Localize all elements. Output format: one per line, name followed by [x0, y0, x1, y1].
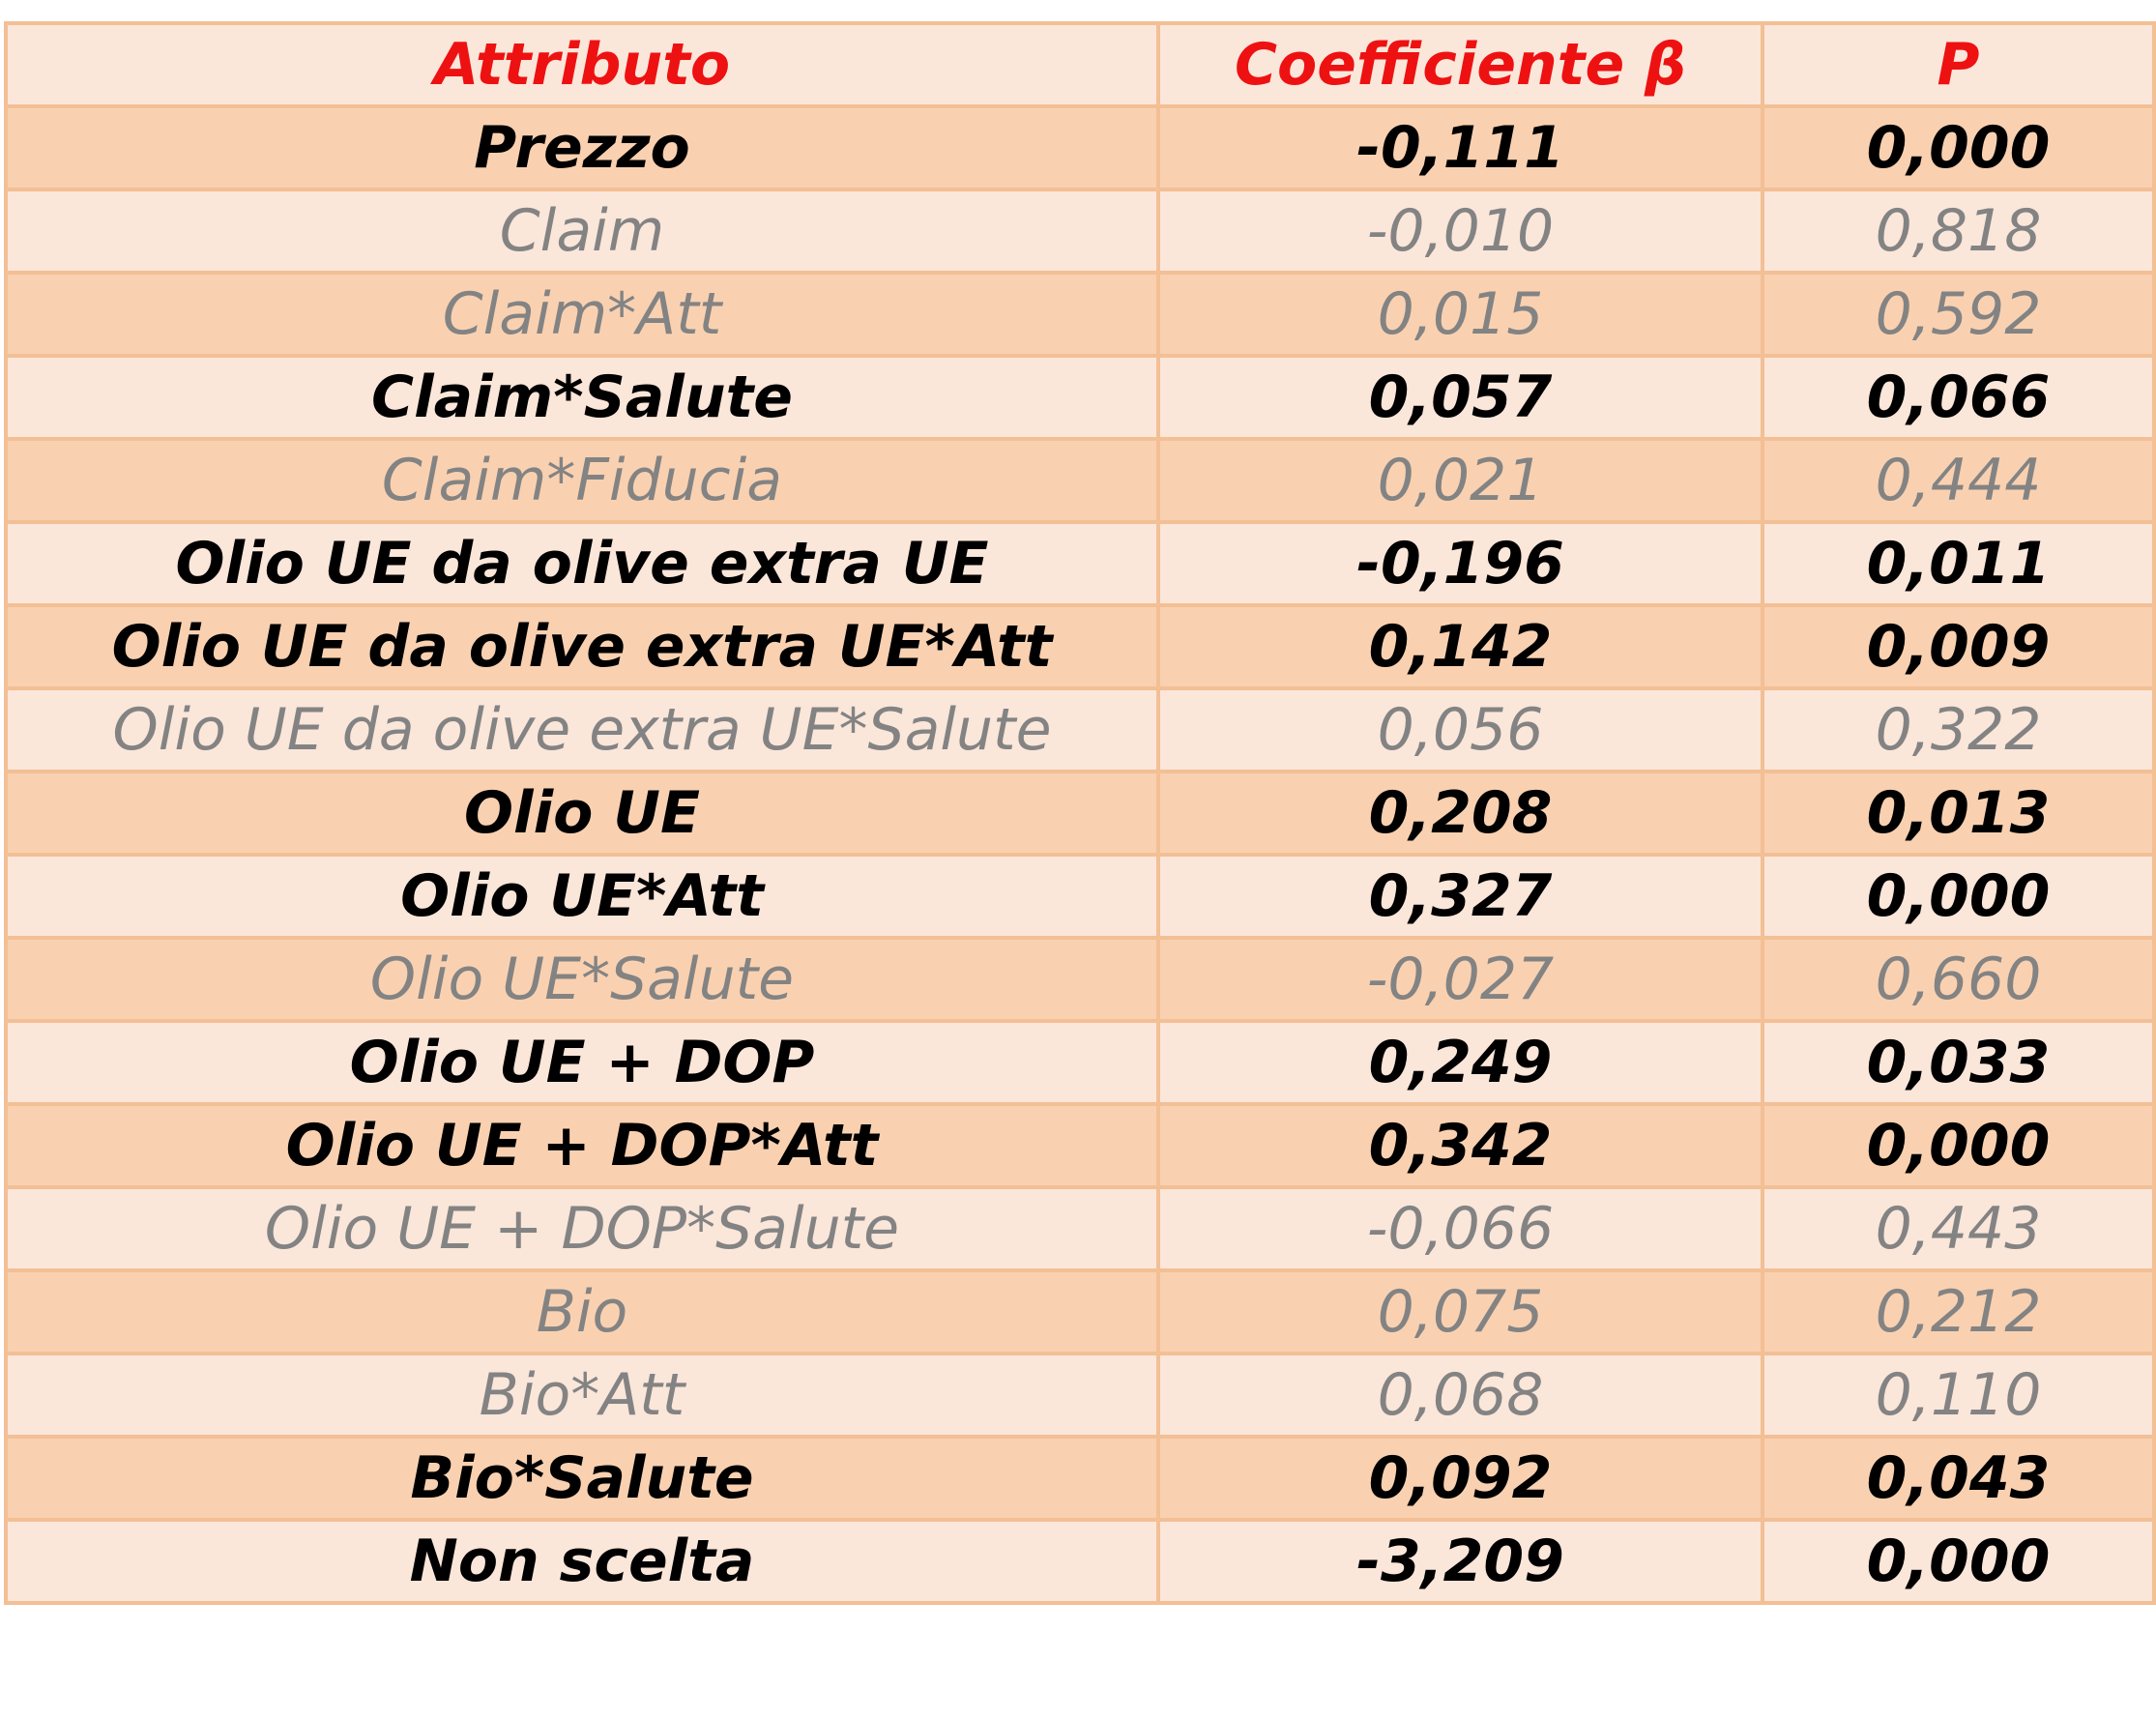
- table-row: Non scelta -3,209 0,000: [4, 1518, 2156, 1605]
- coefficient-cell: 0,249: [1156, 1019, 1764, 1106]
- attribute-cell: Olio UE da olive extra UE: [4, 520, 1160, 607]
- coefficient-cell: 0,056: [1156, 686, 1764, 773]
- table-row: Olio UE 0,208 0,013: [4, 770, 2156, 857]
- coefficient-cell: 0,068: [1156, 1352, 1764, 1439]
- attribute-cell: Olio UE da olive extra UE*Salute: [4, 686, 1160, 773]
- attribute-cell: Bio*Salute: [4, 1435, 1160, 1522]
- table-row: Claim*Salute 0,057 0,066: [4, 354, 2156, 441]
- p-value-cell: 0,444: [1761, 437, 2156, 524]
- attribute-cell: Olio UE*Att: [4, 853, 1160, 940]
- p-value-cell: 0,592: [1761, 271, 2156, 358]
- table-row: Olio UE da olive extra UE -0,196 0,011: [4, 520, 2156, 607]
- table-row: Olio UE*Salute -0,027 0,660: [4, 936, 2156, 1023]
- coefficient-cell: 0,208: [1156, 770, 1764, 857]
- coefficient-cell: 0,021: [1156, 437, 1764, 524]
- attribute-cell: Olio UE: [4, 770, 1160, 857]
- coefficient-cell: 0,057: [1156, 354, 1764, 441]
- coefficient-cell: 0,092: [1156, 1435, 1764, 1522]
- p-value-cell: 0,043: [1761, 1435, 2156, 1522]
- p-value-cell: 0,818: [1761, 188, 2156, 275]
- p-value-cell: 0,212: [1761, 1268, 2156, 1355]
- table-row: Olio UE + DOP*Salute -0,066 0,443: [4, 1185, 2156, 1272]
- table-row: Claim -0,010 0,818: [4, 188, 2156, 275]
- attribute-cell: Claim*Salute: [4, 354, 1160, 441]
- coefficient-table: Attributo Coefficiente β P Prezzo -0,111 0…: [4, 21, 2156, 1605]
- coefficient-cell: 0,327: [1156, 853, 1764, 940]
- coefficient-cell: 0,342: [1156, 1102, 1764, 1189]
- coefficient-cell: 0,015: [1156, 271, 1764, 358]
- attribute-cell: Claim*Att: [4, 271, 1160, 358]
- coefficient-cell: -0,066: [1156, 1185, 1764, 1272]
- attribute-cell: Claim: [4, 188, 1160, 275]
- coefficient-cell: -0,027: [1156, 936, 1764, 1023]
- table-row: Claim*Fiducia 0,021 0,444: [4, 437, 2156, 524]
- header-p-value: P: [1761, 21, 2156, 108]
- header-coefficient: Coefficiente β: [1156, 21, 1764, 108]
- p-value-cell: 0,110: [1761, 1352, 2156, 1439]
- table-row: Prezzo -0,111 0,000: [4, 104, 2156, 191]
- table-row: Claim*Att 0,015 0,592: [4, 271, 2156, 358]
- p-value-cell: 0,000: [1761, 853, 2156, 940]
- attribute-cell: Claim*Fiducia: [4, 437, 1160, 524]
- p-value-cell: 0,066: [1761, 354, 2156, 441]
- coefficient-cell: 0,142: [1156, 603, 1764, 690]
- table-body: Prezzo -0,111 0,000 Claim -0,010 0,818 Claim*A…: [4, 104, 2156, 1605]
- attribute-cell: Bio*Att: [4, 1352, 1160, 1439]
- header-attribute: Attributo: [4, 21, 1160, 108]
- p-value-cell: 0,013: [1761, 770, 2156, 857]
- table-row: Bio*Att 0,068 0,110: [4, 1352, 2156, 1439]
- p-value-cell: 0,033: [1761, 1019, 2156, 1106]
- table-row: Bio*Salute 0,092 0,043: [4, 1435, 2156, 1522]
- attribute-cell: Olio UE + DOP*Att: [4, 1102, 1160, 1189]
- p-value-cell: 0,009: [1761, 603, 2156, 690]
- attribute-cell: Olio UE da olive extra UE*Att: [4, 603, 1160, 690]
- coefficient-cell: -3,209: [1156, 1518, 1764, 1605]
- table-row: Olio UE da olive extra UE*Salute 0,056 0,3…: [4, 686, 2156, 773]
- header-row: Attributo Coefficiente β P: [4, 21, 2156, 108]
- attribute-cell: Olio UE + DOP*Salute: [4, 1185, 1160, 1272]
- table-row: Olio UE + DOP 0,249 0,033: [4, 1019, 2156, 1106]
- coefficient-cell: -0,111: [1156, 104, 1764, 191]
- p-value-cell: 0,443: [1761, 1185, 2156, 1272]
- attribute-cell: Bio: [4, 1268, 1160, 1355]
- p-value-cell: 0,000: [1761, 1102, 2156, 1189]
- p-value-cell: 0,000: [1761, 104, 2156, 191]
- table-row: Bio 0,075 0,212: [4, 1268, 2156, 1355]
- coefficient-cell: -0,010: [1156, 188, 1764, 275]
- coefficient-cell: -0,196: [1156, 520, 1764, 607]
- p-value-cell: 0,000: [1761, 1518, 2156, 1605]
- coefficient-table-container: Attributo Coefficiente β P Prezzo -0,111 0…: [4, 21, 2156, 1605]
- p-value-cell: 0,660: [1761, 936, 2156, 1023]
- table-row: Olio UE + DOP*Att 0,342 0,000: [4, 1102, 2156, 1189]
- table-row: Olio UE*Att 0,327 0,000: [4, 853, 2156, 940]
- attribute-cell: Prezzo: [4, 104, 1160, 191]
- table-row: Olio UE da olive extra UE*Att 0,142 0,009: [4, 603, 2156, 690]
- attribute-cell: Non scelta: [4, 1518, 1160, 1605]
- p-value-cell: 0,011: [1761, 520, 2156, 607]
- attribute-cell: Olio UE*Salute: [4, 936, 1160, 1023]
- p-value-cell: 0,322: [1761, 686, 2156, 773]
- attribute-cell: Olio UE + DOP: [4, 1019, 1160, 1106]
- coefficient-cell: 0,075: [1156, 1268, 1764, 1355]
